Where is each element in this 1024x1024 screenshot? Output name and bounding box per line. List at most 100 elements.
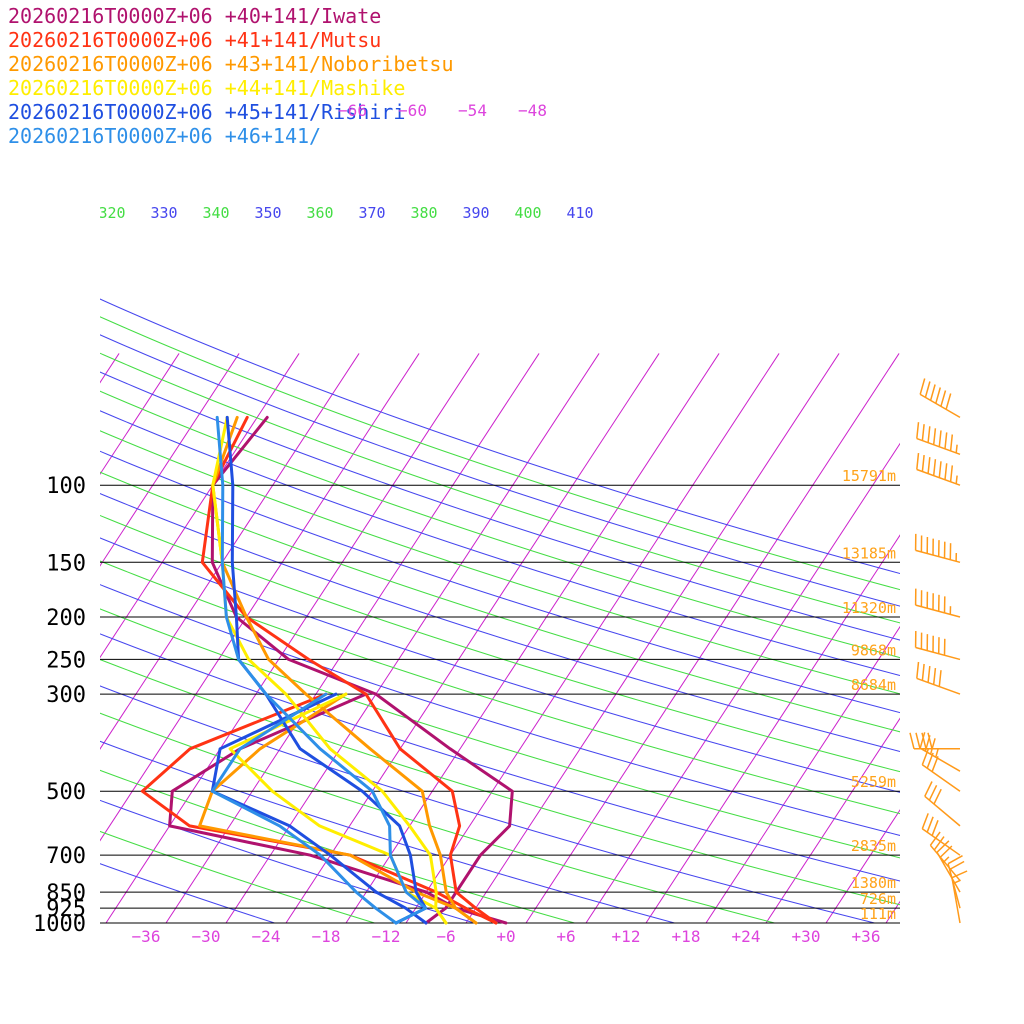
- theta-label: 360: [306, 204, 333, 222]
- pressure-label: 700: [46, 844, 86, 869]
- dry-adiabat: [100, 560, 900, 815]
- isotherm-line: [1006, 353, 1024, 923]
- wind-barb: [914, 630, 961, 661]
- wind-barb: [921, 813, 961, 856]
- dry-adiabat: [100, 633, 900, 882]
- wind-barb: [919, 732, 961, 772]
- wind-barb: [916, 422, 961, 456]
- height-label: 2835m: [851, 837, 896, 855]
- isotherm-label: −54: [458, 101, 487, 120]
- x-tick-label: +12: [612, 927, 641, 946]
- dry-adiabat: [100, 584, 900, 836]
- dry-adiabat: [100, 430, 900, 695]
- dry-adiabat: [100, 514, 900, 773]
- isotherm-line: [225, 353, 600, 923]
- wind-barb: [909, 732, 961, 750]
- wind-barb: [916, 453, 961, 486]
- dewpoint-line-3: [198, 692, 478, 925]
- dry-adiabat: [100, 685, 875, 923]
- height-label: 5259m: [851, 773, 896, 791]
- wind-barb: [914, 533, 961, 564]
- height-label: 726m: [860, 890, 896, 908]
- pressure-label: 500: [46, 780, 86, 805]
- dry-adiabat: [100, 316, 900, 591]
- temperature-line-5: [225, 415, 428, 925]
- x-tick-label: +6: [556, 927, 575, 946]
- dry-adiabat: [100, 863, 275, 923]
- isotherm-line: [105, 353, 480, 923]
- isotherm-line: [946, 353, 1024, 923]
- dry-adiabat: [100, 352, 900, 624]
- theta-label: 340: [202, 204, 229, 222]
- height-label: 9868m: [851, 641, 896, 659]
- pressure-label: 300: [46, 683, 86, 708]
- wind-barb: [921, 749, 961, 792]
- height-label: 11320m: [842, 599, 896, 617]
- dry-adiabat: [100, 298, 900, 575]
- theta-label: 370: [358, 204, 385, 222]
- temperature-line-2: [200, 415, 498, 925]
- dry-adiabat: [100, 371, 900, 641]
- pressure-label: 200: [46, 606, 86, 631]
- temperature-line-6: [215, 415, 428, 925]
- height-label: 8684m: [851, 676, 896, 694]
- theta-label: 410: [566, 204, 593, 222]
- dry-adiabat: [100, 334, 900, 607]
- legend-entry-2: 20260216T0000Z+06 +41+141/Mutsu: [8, 28, 382, 52]
- dewpoint-line-6: [210, 692, 398, 925]
- dry-adiabat: [100, 608, 900, 859]
- pressure-label: 250: [46, 648, 86, 673]
- isotherm-line: [825, 809, 900, 923]
- dewpoint-line-5: [210, 692, 428, 925]
- theta-label: 350: [254, 204, 281, 222]
- x-tick-label: +0: [496, 927, 515, 946]
- dry-adiabat: [100, 537, 900, 793]
- x-tick-label: +24: [732, 927, 761, 946]
- x-tick-label: −30: [192, 927, 221, 946]
- isotherm-line: [885, 900, 900, 923]
- isotherm-line: [100, 353, 240, 567]
- dry-adiabat: [100, 712, 775, 923]
- isotherm-line: [285, 353, 660, 923]
- dry-adiabat: [100, 390, 900, 659]
- legend-entry-4: 20260216T0000Z+06 +44+141/Mashike: [8, 76, 406, 100]
- height-label: 15791m: [842, 467, 896, 485]
- wind-barb: [924, 781, 961, 827]
- profiles: [140, 415, 514, 925]
- x-tick-label: +30: [792, 927, 821, 946]
- legend-entry-1: 20260216T0000Z+06 +40+141/Iwate: [8, 4, 382, 28]
- isotherm-line: [525, 353, 900, 923]
- isotherm-line: [345, 353, 720, 923]
- height-label: 13185m: [842, 544, 896, 562]
- isotherm-line: [465, 353, 840, 923]
- x-tick-label: +36: [852, 927, 881, 946]
- pressure-label: 100: [46, 474, 86, 499]
- pressure-label: 1000: [33, 912, 86, 937]
- isotherm-line: [645, 534, 900, 923]
- isotherm-line: [100, 353, 360, 750]
- x-tick-label: −24: [252, 927, 281, 946]
- legend-entry-6: 20260216T0000Z+06 +46+141/: [8, 124, 322, 148]
- dewpoint-line-2: [140, 692, 498, 925]
- theta-label: 320: [98, 204, 125, 222]
- isotherm-line: [100, 353, 120, 384]
- wind-barb: [929, 831, 961, 882]
- wind-barb: [951, 870, 968, 924]
- isotherm-label: −48: [518, 101, 547, 120]
- theta-label: 390: [462, 204, 489, 222]
- isotherm-line: [165, 353, 540, 923]
- x-tick-label: −18: [312, 927, 341, 946]
- isotherm-label: −60: [398, 101, 427, 120]
- legend: 20260216T0000Z+06 +40+141/Iwate 20260216T…: [8, 4, 454, 148]
- isotherm-line: [585, 442, 900, 923]
- wind-barb: [916, 661, 961, 695]
- dry-adiabat: [100, 450, 900, 714]
- theta-label: 330: [150, 204, 177, 222]
- legend-entry-3: 20260216T0000Z+06 +43+141/Noboribetsu: [8, 52, 454, 76]
- isotherm-line: [0, 353, 59, 923]
- x-tick-label: −6: [436, 927, 455, 946]
- isotherm-line: [405, 353, 780, 923]
- isotherm-label: −66: [338, 101, 367, 120]
- pressure-label: 150: [46, 551, 86, 576]
